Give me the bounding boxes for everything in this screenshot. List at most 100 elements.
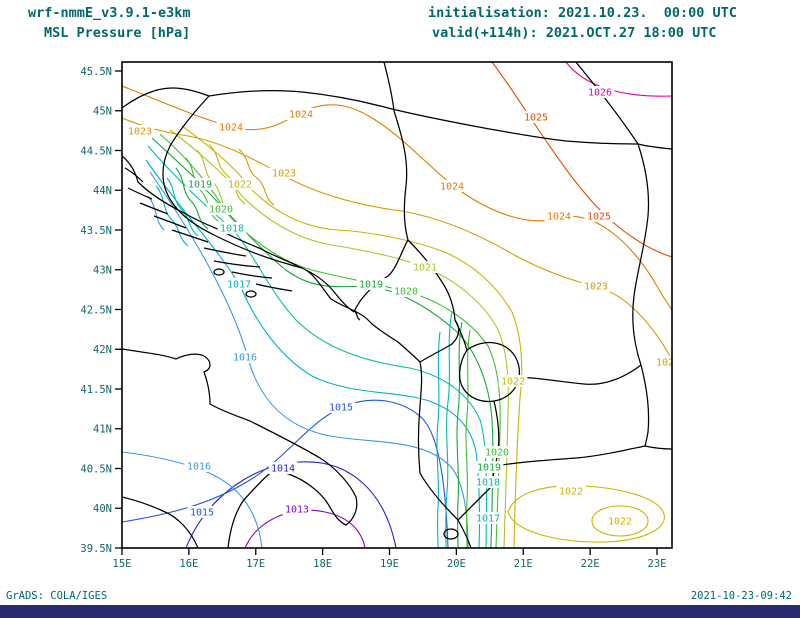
isobar-label-mask: [585, 86, 615, 98]
isobar-label-1023: 1023: [128, 127, 152, 138]
isobar-label-mask: [474, 461, 504, 473]
isobar-label-1020: 1020: [394, 287, 418, 298]
isobar-label-1017: 1017: [227, 280, 251, 291]
coastline-border-segment: [443, 528, 459, 540]
y-tick-label: 40N: [93, 503, 112, 515]
isobar-label-1016: 1016: [233, 353, 257, 364]
coastline-border-segment: [208, 89, 485, 129]
isobar-label-1018: 1018: [476, 478, 500, 489]
y-tick-label: 41.5N: [80, 384, 112, 396]
isobar-label-1022: 1022: [228, 180, 252, 191]
coastline-border-segment: [305, 269, 355, 313]
isobar-label-1016: 1016: [187, 462, 211, 473]
x-tick-label: 15E: [113, 558, 132, 570]
x-tick-label: 17E: [246, 558, 265, 570]
isobar-label-1019: 1019: [359, 280, 383, 291]
isobar-label-mask: [521, 111, 551, 123]
x-tick-label: 22E: [581, 558, 600, 570]
isobar-1020: [465, 329, 471, 548]
isobar-1023: [238, 148, 275, 206]
x-tick-label: 20E: [447, 558, 466, 570]
coastline-border-segment: [483, 127, 639, 145]
y-tick-label: 45N: [93, 106, 112, 118]
coastline-border-segment: [383, 62, 395, 112]
y-tick-label: 41N: [93, 424, 112, 436]
x-tick-label: 23E: [648, 558, 667, 570]
x-tick-label: 18E: [313, 558, 332, 570]
coastline-border-segment: [127, 187, 153, 200]
isobar-1026: [565, 62, 672, 97]
isobar-label-mask: [653, 356, 672, 368]
isobar-label-1023: 1023: [656, 358, 680, 369]
isobar-label-mask: [473, 476, 503, 488]
isobar-1017: [145, 159, 481, 548]
isobar-label-mask: [544, 210, 574, 222]
isobar-label-1022: 1022: [608, 517, 632, 528]
coastline-border-segment: [457, 465, 496, 521]
coastline-border-segment: [122, 87, 210, 109]
coastline-border-segment: [494, 445, 646, 467]
isobar-1022: [208, 143, 246, 205]
isobar-label-mask: [225, 178, 255, 190]
isobar-label-1017: 1017: [476, 514, 500, 525]
coastline-border-segment: [124, 167, 144, 183]
coastline-border-segment: [122, 348, 358, 548]
isobar-label-mask: [217, 222, 247, 234]
isobar-label-mask: [206, 203, 236, 215]
coastline-border-segment: [454, 319, 468, 351]
y-tick-label: 45.5N: [80, 66, 112, 78]
isobar-label-mask: [269, 167, 299, 179]
isobar-label-1024: 1024: [289, 110, 313, 121]
isobar-label-mask: [605, 515, 635, 527]
y-tick-label: 43N: [93, 265, 112, 277]
isobar-label-1020: 1020: [209, 205, 233, 216]
y-tick-label: 44.5N: [80, 145, 112, 157]
isobar-1019: [151, 137, 494, 548]
isobar-label-mask: [216, 121, 246, 133]
coastline-border-segment: [644, 445, 672, 450]
isobar-label-1013: 1013: [285, 505, 309, 516]
isobar-1025: [491, 62, 672, 258]
isobar-label-mask: [391, 285, 421, 297]
coastline-border-segment: [393, 110, 409, 241]
isobar-label-1022: 1022: [559, 487, 583, 498]
isobar-lines: [122, 62, 672, 548]
isobar-1017: [155, 185, 189, 247]
isobar-label-1024: 1024: [440, 182, 464, 193]
isobar-label-1023: 1023: [584, 282, 608, 293]
isobar-label-1015: 1015: [190, 508, 214, 519]
coastline-border-segment: [640, 364, 650, 447]
x-tick-label: 19E: [380, 558, 399, 570]
model-title: wrf-nmmE_v3.9.1-e3km: [28, 5, 191, 21]
isobar-1018: [445, 311, 453, 548]
isobar-1018: [166, 177, 199, 237]
isobar-1016: [147, 195, 165, 231]
isobar-label-1020: 1020: [485, 448, 509, 459]
isobar-1021: [169, 129, 509, 548]
coastline-border-segment: [255, 283, 293, 292]
isobar-label-mask: [410, 261, 440, 273]
isobar-label-1025: 1025: [524, 113, 548, 124]
isobar-label-1023: 1023: [272, 169, 296, 180]
isobar-label-mask: [185, 178, 215, 190]
isobar-labels: 1023 1024 1024 1023 1022 1019 1020 1018 1017 1016…: [125, 86, 680, 528]
coastline-border-segment: [637, 143, 672, 150]
y-tick-label: 42.5N: [80, 304, 112, 316]
isobar-label-mask: [356, 278, 386, 290]
isobar-1022: [591, 505, 649, 537]
isobar-1016: [122, 451, 263, 548]
isobar-label-1024: 1024: [547, 212, 571, 223]
coastline-border-segment: [162, 95, 303, 269]
y-tick-label: 40.5N: [80, 463, 112, 475]
coastline-border-segment: [407, 239, 456, 321]
coastline-border-segment: [575, 62, 639, 145]
bottom-taskbar: [0, 605, 800, 618]
isobar-label-mask: [125, 125, 155, 137]
coastline-border-segment: [353, 239, 409, 313]
isobar-label-mask: [437, 180, 467, 192]
isobar-label-mask: [282, 503, 312, 515]
init-time-label: initialisation: 2021.10.23. 00:00 UTC: [428, 5, 737, 21]
y-tick-label: 44N: [93, 185, 112, 197]
